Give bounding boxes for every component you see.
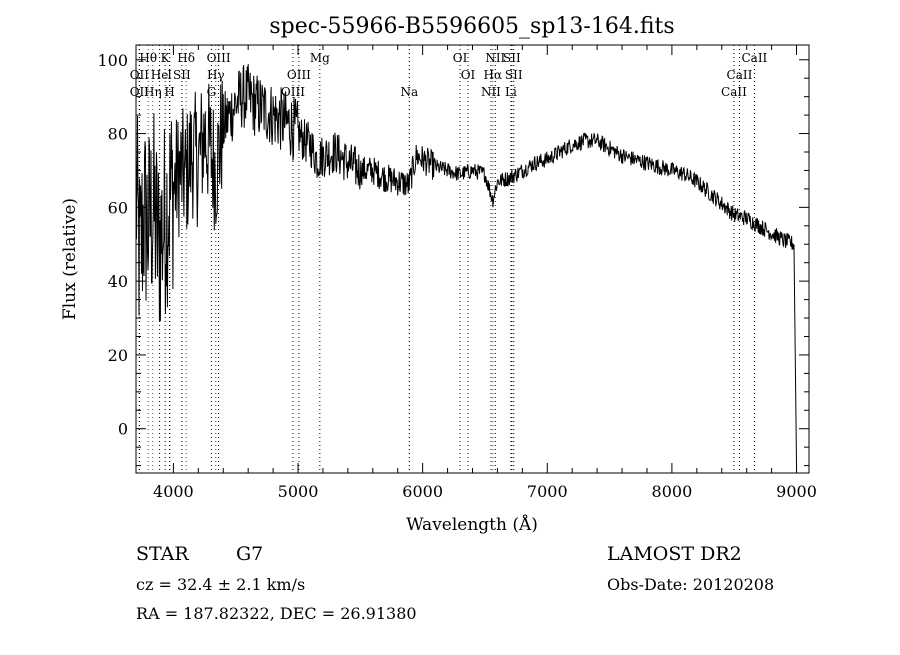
spectral-line-label: OIII <box>281 85 305 99</box>
spectral-line-label: K <box>161 51 171 65</box>
y-tick-label: 60 <box>108 198 128 217</box>
observation-date: Obs-Date: 20120208 <box>607 575 774 594</box>
spectral-line-label: Na <box>400 85 418 99</box>
spectral-line-label: OI <box>453 51 468 65</box>
spectral-line-label: He <box>151 68 169 82</box>
spectral-line-label: OIII <box>287 68 311 82</box>
spectral-line-label: Hη <box>144 85 162 99</box>
spectrum-series-line <box>135 64 797 466</box>
x-tick-label: 4000 <box>153 482 194 501</box>
spectral-line-label: SII <box>503 51 521 65</box>
spectral-line-label: Li <box>505 85 517 99</box>
y-axis-ticks: 0 20 40 60 80 100 <box>97 51 809 467</box>
y-tick-label: 80 <box>108 125 128 144</box>
spectral-line-label: Hθ <box>139 51 157 65</box>
object-class: STAR <box>136 543 189 565</box>
spectral-line-label: Hδ <box>177 51 195 65</box>
x-axis-label: Wavelength (Å) <box>406 514 538 535</box>
spectral-line-label: I <box>167 68 172 82</box>
spectral-line-label: SII <box>173 68 191 82</box>
spectral-line-label: SII <box>505 68 523 82</box>
spectral-line-label: OII <box>130 68 150 82</box>
ra-dec-coordinates: RA = 187.82322, DEC = 26.91380 <box>136 604 417 623</box>
x-tick-label: 5000 <box>278 482 319 501</box>
series-layer <box>135 64 797 466</box>
spectral-line-label: NII <box>481 85 501 99</box>
y-tick-label: 40 <box>108 272 128 291</box>
y-axis-label: Flux (relative) <box>60 198 80 320</box>
x-tick-label: 8000 <box>652 482 693 501</box>
spectral-line-label: Hγ <box>207 68 225 82</box>
spectral-line-label: CaII <box>741 51 767 65</box>
redshift-cz: cz = 32.4 ± 2.1 km/s <box>136 575 305 594</box>
survey-name: LAMOST DR2 <box>607 543 742 565</box>
spectral-line-label: NII <box>485 51 505 65</box>
object-subclass: G7 <box>236 543 263 565</box>
x-tick-label: 7000 <box>527 482 568 501</box>
y-tick-label: 0 <box>118 420 128 439</box>
spectral-line-label: Hα <box>484 68 503 82</box>
x-tick-label: 9000 <box>776 482 817 501</box>
spectral-line-label: CaII <box>721 85 747 99</box>
spectral-line-label: OIII <box>207 51 231 65</box>
spectral-line-label: OII <box>130 85 150 99</box>
spectral-line-label: Mg <box>310 51 330 65</box>
spectral-line-label: OI <box>461 68 476 82</box>
y-tick-label: 20 <box>108 346 128 365</box>
spectral-line-label: G <box>207 85 217 99</box>
x-tick-label: 6000 <box>402 482 443 501</box>
chart-title: spec-55966-B5596605_sp13-164.fits <box>269 14 674 39</box>
spectral-line-label: H <box>164 85 174 99</box>
spectral-line-label: CaII <box>727 68 753 82</box>
spectral-line-markers <box>138 45 755 473</box>
y-tick-label: 100 <box>97 51 128 70</box>
x-axis-ticks: 4000 5000 6000 7000 8000 9000 <box>153 45 817 501</box>
